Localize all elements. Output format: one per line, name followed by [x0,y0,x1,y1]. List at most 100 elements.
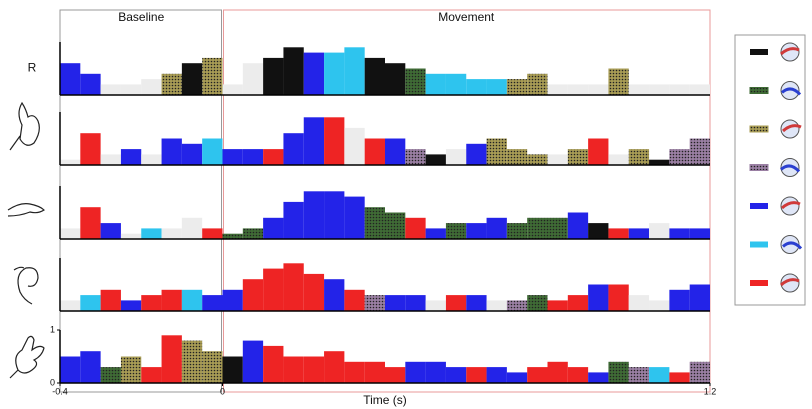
bar [263,218,283,239]
bar [283,202,303,239]
bar [304,274,324,311]
bar [690,362,710,383]
bar [548,154,568,165]
bar [588,285,608,312]
bar [324,117,344,165]
bar [426,362,446,383]
bar [385,213,405,240]
bar [344,128,364,165]
bar [669,290,689,311]
bar [568,149,588,165]
bar [304,53,324,95]
bar [608,154,628,165]
bar [466,79,486,95]
bar [487,300,507,311]
bar [466,295,486,311]
bar [202,295,222,311]
bar [60,160,80,165]
bar [487,218,507,239]
bar [446,74,466,95]
row-label: R [28,61,37,75]
bar [608,362,628,383]
bar [568,84,588,95]
bar [690,285,710,312]
bar [405,149,425,165]
bar [101,154,121,165]
bar [568,295,588,311]
bar [162,335,182,383]
legend-swatch [750,126,768,132]
bar [446,149,466,165]
bar [202,58,222,95]
bar [101,367,121,383]
bar [548,300,568,311]
bar [80,74,100,95]
bar [426,154,446,165]
bar [182,63,202,95]
bar [223,234,243,239]
bar [588,139,608,166]
bar [629,295,649,311]
bar [263,149,283,165]
bar [385,367,405,383]
bar [324,191,344,239]
bar [649,160,669,165]
bar [527,154,547,165]
bar [365,207,385,239]
bar [162,290,182,311]
bar [243,279,263,311]
bar [649,367,669,383]
bar [669,149,689,165]
bar [446,367,466,383]
bar [588,84,608,95]
bar [405,295,425,311]
bar [162,139,182,166]
bar [121,300,141,311]
bar [385,63,405,95]
bar [466,223,486,239]
bar [141,228,161,239]
legend-swatch [750,165,768,171]
bar [283,357,303,384]
bar [405,69,425,96]
bar [608,69,628,96]
x-tick-label: 1.2 [704,386,717,396]
bar [669,228,689,239]
bar [507,223,527,239]
bar [223,290,243,311]
bar [446,295,466,311]
y-tick-label: 1 [50,324,55,334]
bar [141,154,161,165]
bar [344,197,364,239]
bar [60,228,80,239]
bar [283,47,303,95]
bar [121,84,141,95]
bar [80,133,100,165]
bar [80,351,100,383]
bar [121,234,141,239]
legend-swatch [750,88,768,94]
bar [466,144,486,165]
bar [649,300,669,311]
bar [527,218,547,239]
bar [629,149,649,165]
bar [202,228,222,239]
bar [405,362,425,383]
hand-icon [8,204,44,216]
bar [365,58,385,95]
bar [344,47,364,95]
bar [101,290,121,311]
bar [60,300,80,311]
bar [101,84,121,95]
bar [690,228,710,239]
bar [223,149,243,165]
legend-swatch [750,242,768,248]
hand-icons [8,103,44,378]
bar [629,228,649,239]
bar [182,341,202,383]
legend-swatch [750,49,768,55]
bar [101,223,121,239]
bar [487,79,507,95]
period-label: Baseline [118,10,164,24]
bar [223,357,243,384]
